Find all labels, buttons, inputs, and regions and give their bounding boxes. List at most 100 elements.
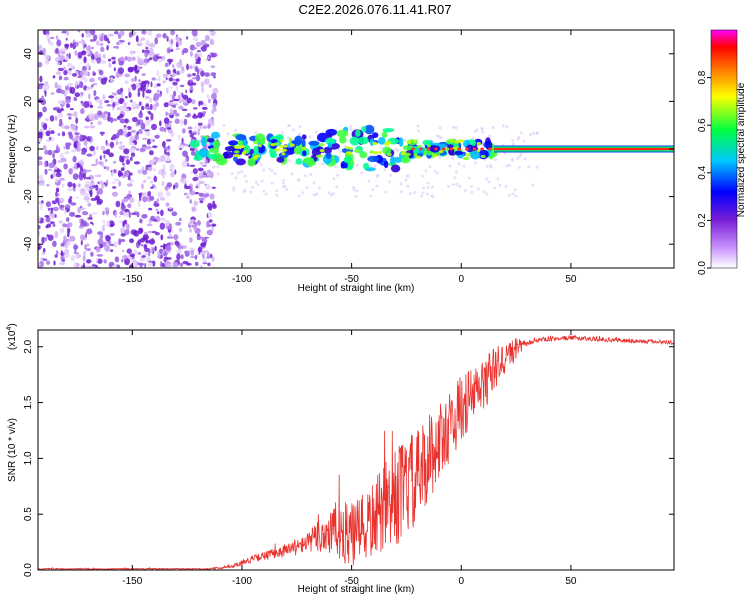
- spectrogram-noise-cell: [129, 253, 135, 258]
- spectrogram-noise-cell: [124, 258, 130, 266]
- spectrogram-noise-cell: [111, 181, 116, 184]
- spectrogram-noise-cell: [148, 51, 155, 57]
- spectrogram-noise-cell: [64, 43, 70, 48]
- spectrogram-noise-cell: [125, 96, 128, 99]
- spectrogram-noise-cell: [60, 242, 65, 247]
- spectrogram-noise-cell: [80, 239, 83, 246]
- spectrogram-scatter-cell: [203, 158, 206, 162]
- spectrogram-noise-cell: [79, 94, 83, 98]
- spectrogram-band-cell: [198, 148, 208, 158]
- spectrogram-noise-cell: [112, 160, 117, 164]
- spectrogram-noise-cell: [101, 182, 105, 189]
- spectrogram-scatter-cell: [394, 147, 398, 151]
- spectrogram-noise-cell: [77, 141, 81, 149]
- spectrogram-noise-cell: [181, 108, 188, 111]
- spectrogram-scatter-cell: [436, 134, 439, 138]
- spectrogram-noise-cell: [64, 209, 67, 215]
- spectrogram-noise-cell: [90, 30, 96, 36]
- spectrogram-noise-cell: [100, 46, 105, 53]
- spectrogram-noise-cell: [153, 178, 157, 181]
- spectrogram-noise-cell: [185, 262, 192, 266]
- spectrogram-noise-cell: [155, 208, 159, 212]
- spectrogram-scatter-cell: [262, 168, 266, 172]
- spectrogram-noise-cell: [206, 229, 213, 236]
- spectrogram-noise-cell: [150, 103, 153, 110]
- spectrogram-noise-cell: [160, 245, 164, 248]
- spectrogram-noise-cell: [154, 37, 158, 45]
- spectrogram-peak-cell: [315, 154, 322, 158]
- spectrogram-noise-cell: [63, 165, 67, 169]
- spectrogram-noise-cell: [145, 47, 149, 50]
- spectrogram-scatter-cell: [531, 183, 535, 187]
- spectrogram-noise-cell: [83, 196, 90, 201]
- spectrogram-noise-cell: [205, 184, 211, 190]
- spectrogram-noise-cell: [142, 91, 145, 98]
- spectrogram-band-cell: [301, 139, 306, 148]
- spectrogram-noise-cell: [44, 168, 48, 175]
- spectrogram-noise-cell: [50, 130, 55, 135]
- spectrogram-scatter-cell: [413, 191, 417, 194]
- colorbar-tick-label: 0.8: [697, 70, 708, 84]
- spectrogram-scatter-cell: [487, 134, 491, 138]
- spectrogram-noise-cell: [198, 197, 205, 201]
- spectrogram-noise-cell: [98, 34, 101, 39]
- spectrogram-noise-cell: [200, 265, 203, 268]
- spectrogram-band-cell: [465, 144, 475, 153]
- spectrogram-noise-cell: [120, 204, 126, 212]
- spectrogram-noise-cell: [38, 244, 41, 250]
- spectrogram-peak-cell: [404, 152, 411, 156]
- spectrogram-noise-cell: [44, 149, 49, 155]
- spectrogram-noise-cell: [85, 144, 88, 149]
- spectrogram-peak-cell: [353, 149, 361, 153]
- spectrogram-noise-cell: [65, 103, 71, 108]
- spectrogram-noise-cell: [173, 98, 180, 102]
- spectrogram-noise-cell: [203, 174, 210, 178]
- spectrogram-noise-cell: [52, 75, 56, 79]
- spectrogram-band-cell: [293, 146, 301, 155]
- spectrogram-noise-cell: [181, 92, 184, 98]
- spectrogram-noise-cell: [69, 196, 73, 199]
- spectrogram-image: [38, 30, 674, 268]
- spectrogram-noise-cell: [172, 261, 176, 268]
- spectrogram-scatter-cell: [430, 185, 434, 189]
- spectrogram-noise-cell: [83, 262, 85, 268]
- spectrogram-noise-cell: [41, 200, 44, 204]
- spectrogram-noise-cell: [79, 205, 83, 209]
- spectrogram-band-cell: [349, 159, 355, 167]
- spectrogram-scatter-cell: [297, 178, 300, 182]
- spectrogram-noise-cell: [195, 41, 202, 48]
- spectrogram-noise-cell: [118, 40, 126, 43]
- spectrogram-peak-cell: [415, 155, 421, 159]
- spectrogram-noise-cell: [54, 214, 57, 218]
- spectrogram-noise-cell: [110, 117, 114, 124]
- spectrogram-noise-cell: [145, 131, 151, 136]
- spectrogram-noise-cell: [160, 234, 164, 241]
- spectrogram-noise-cell: [73, 262, 78, 268]
- spectrogram-scatter-cell: [399, 190, 403, 194]
- spectrogram-noise-cell: [120, 155, 126, 161]
- spectrogram-noise-cell: [53, 260, 56, 266]
- spectrogram-noise-cell: [186, 63, 189, 71]
- spectrogram-noise-cell: [101, 112, 106, 119]
- spectrogram-noise-cell: [111, 56, 116, 60]
- spectrogram-noise-cell: [151, 159, 157, 162]
- spectrogram-noise-cell: [55, 35, 59, 40]
- spectrogram-noise-cell: [48, 136, 52, 141]
- y-tick-label: -20: [23, 189, 34, 204]
- y-tick-label: 2.0: [23, 339, 34, 353]
- spectrogram-noise-cell: [86, 46, 92, 51]
- spectrogram-noise-cell: [135, 35, 139, 43]
- spectrogram-noise-cell: [118, 60, 125, 66]
- spectrogram-noise-cell: [146, 138, 152, 145]
- spectrogram-noise-cell: [46, 183, 50, 187]
- spectrogram-peak-cell: [426, 144, 431, 148]
- y-tick-label: 0: [23, 146, 34, 152]
- spectrogram-noise-cell: [141, 255, 146, 258]
- spectrogram-band-cell: [301, 134, 307, 140]
- spectrogram-noise-cell: [65, 250, 68, 255]
- spectrogram-noise-cell: [70, 87, 76, 94]
- spectrogram-noise-cell: [44, 236, 48, 242]
- spectrogram-noise-cell: [103, 154, 106, 159]
- spectrogram-noise-cell: [129, 99, 133, 103]
- spectrogram-noise-cell: [38, 262, 41, 268]
